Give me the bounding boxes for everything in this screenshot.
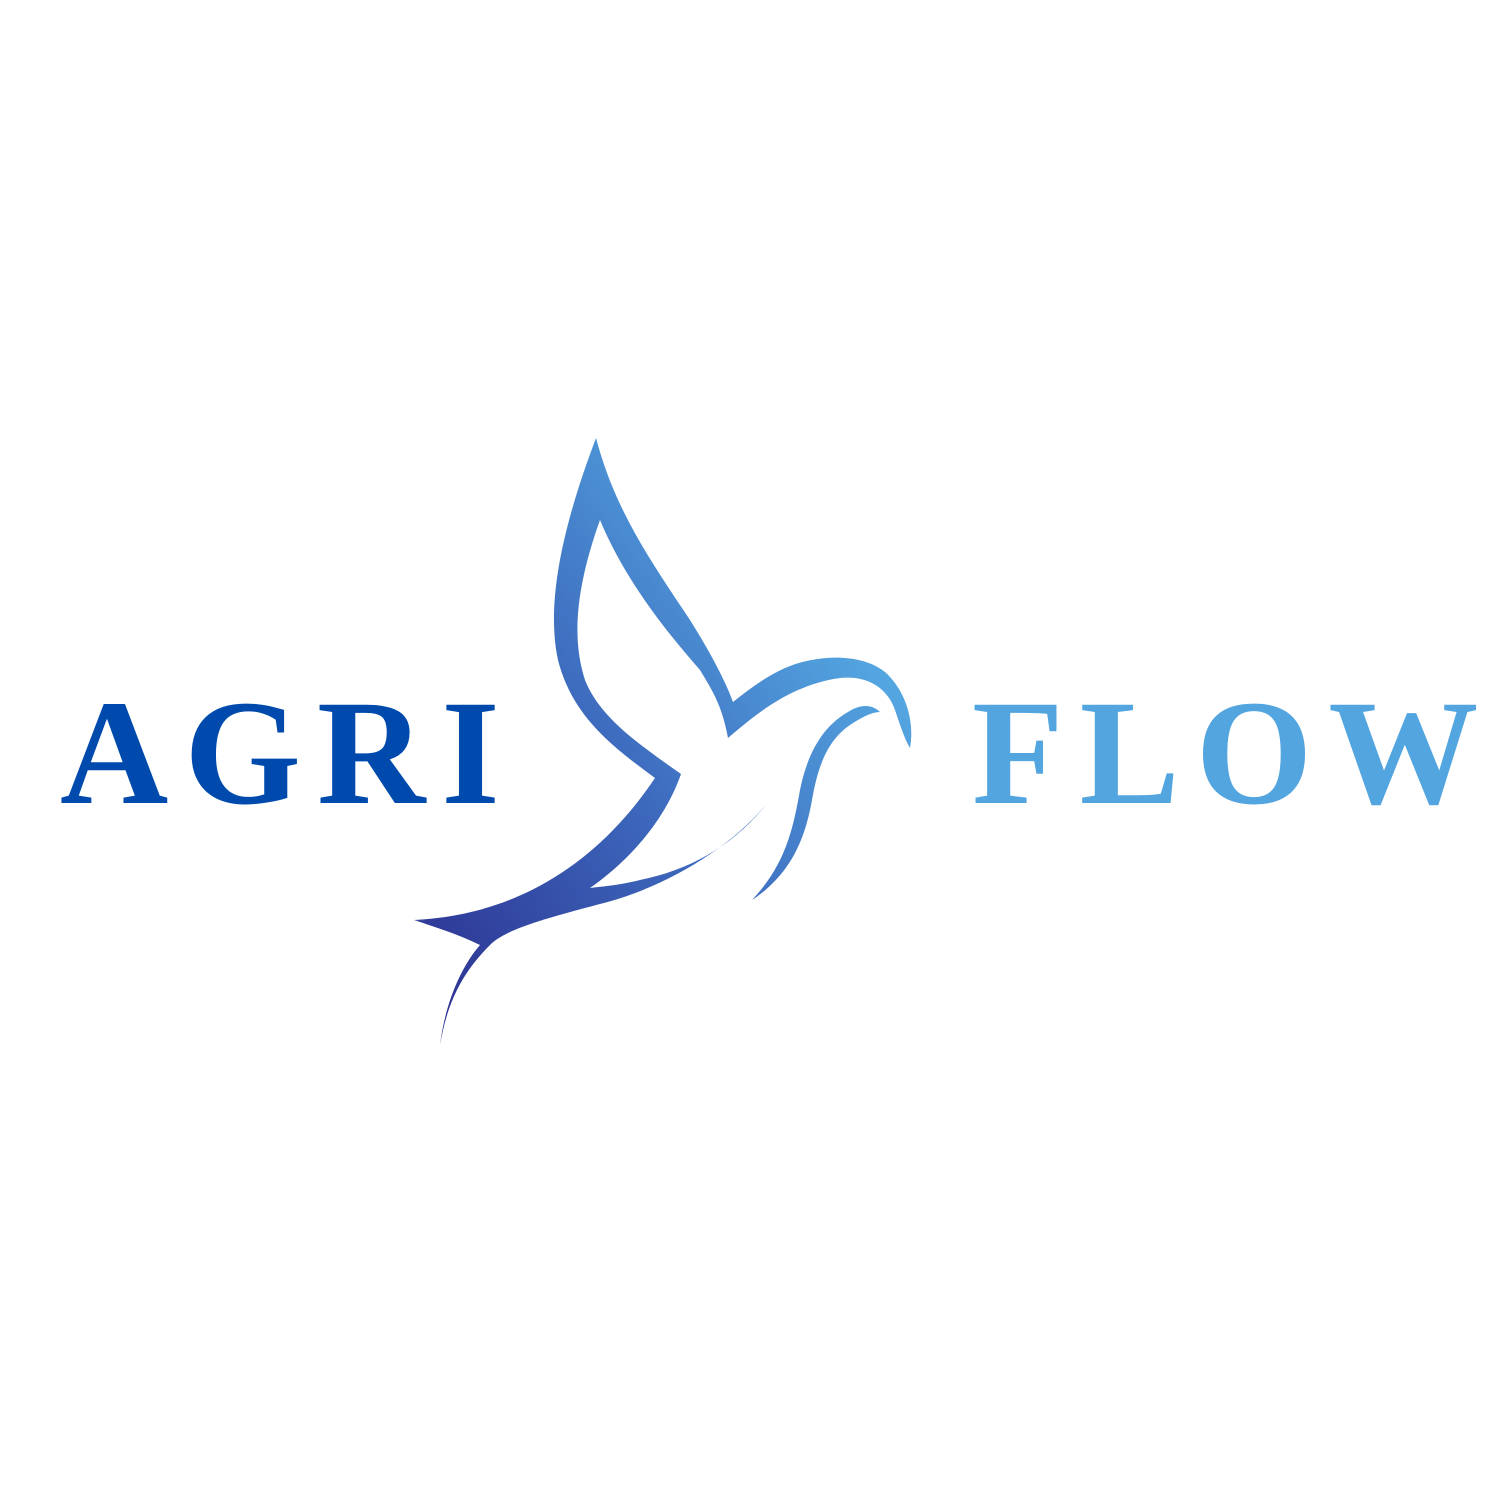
logo-word-flow: FLOW [972,670,1495,836]
dove-wing-outer [414,438,912,923]
dove-tail [414,905,596,1045]
dove-body-lower [752,706,880,900]
dove-icon [414,438,912,1045]
logo-word-agri: AGRI [60,670,516,836]
